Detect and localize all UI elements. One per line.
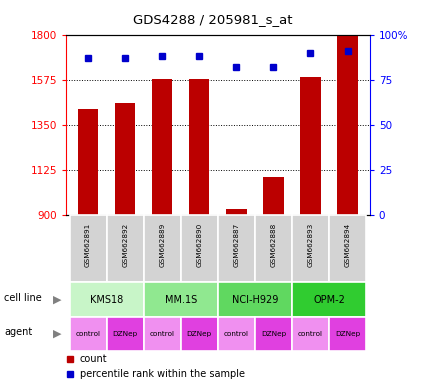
Bar [255, 317, 292, 351]
Bar [292, 215, 329, 282]
Text: ▶: ▶ [53, 329, 62, 339]
Bar [292, 282, 366, 317]
Text: DZNep: DZNep [187, 331, 212, 337]
Text: GSM662893: GSM662893 [307, 223, 314, 267]
Text: DZNep: DZNep [261, 331, 286, 337]
Text: ▶: ▶ [53, 295, 62, 305]
Text: KMS18: KMS18 [90, 295, 123, 305]
Text: GSM662891: GSM662891 [85, 223, 91, 267]
Bar [107, 215, 144, 282]
Text: agent: agent [4, 327, 32, 337]
Text: DZNep: DZNep [335, 331, 360, 337]
Bar [218, 282, 292, 317]
Text: GSM662887: GSM662887 [233, 223, 239, 267]
Bar [337, 35, 358, 215]
Text: control: control [150, 331, 175, 337]
Bar [115, 103, 135, 215]
Text: MM.1S: MM.1S [164, 295, 197, 305]
Text: GDS4288 / 205981_s_at: GDS4288 / 205981_s_at [133, 13, 292, 26]
Text: NCI-H929: NCI-H929 [232, 295, 278, 305]
Text: control: control [76, 331, 101, 337]
Bar [107, 317, 144, 351]
Bar [189, 79, 210, 215]
Bar [292, 317, 329, 351]
Text: GSM662888: GSM662888 [270, 223, 276, 267]
Text: DZNep: DZNep [113, 331, 138, 337]
Text: count: count [79, 354, 107, 364]
Text: cell line: cell line [4, 293, 42, 303]
Text: GSM662894: GSM662894 [345, 223, 351, 267]
Text: GSM662890: GSM662890 [196, 223, 202, 267]
Text: percentile rank within the sample: percentile rank within the sample [79, 369, 244, 379]
Bar [329, 317, 366, 351]
Bar [329, 215, 366, 282]
Text: GSM662889: GSM662889 [159, 223, 165, 267]
Bar [300, 77, 320, 215]
Bar [152, 79, 173, 215]
Bar [255, 215, 292, 282]
Bar [70, 317, 107, 351]
Text: GSM662892: GSM662892 [122, 223, 128, 267]
Bar [226, 209, 246, 215]
Bar [263, 177, 283, 215]
Text: control: control [298, 331, 323, 337]
Bar [144, 215, 181, 282]
Bar [181, 215, 218, 282]
Bar [144, 282, 218, 317]
Bar [70, 215, 107, 282]
Bar [78, 109, 98, 215]
Bar [218, 215, 255, 282]
Bar [181, 317, 218, 351]
Bar [144, 317, 181, 351]
Text: OPM-2: OPM-2 [313, 295, 345, 305]
Bar [70, 282, 144, 317]
Text: control: control [224, 331, 249, 337]
Bar [218, 317, 255, 351]
